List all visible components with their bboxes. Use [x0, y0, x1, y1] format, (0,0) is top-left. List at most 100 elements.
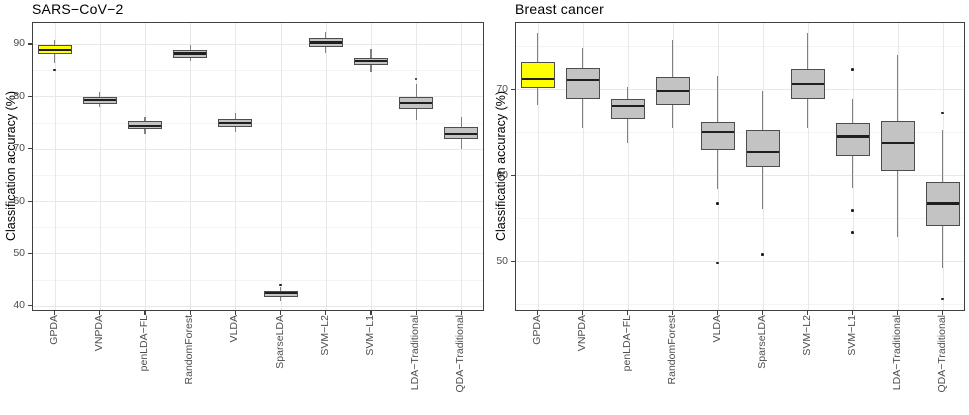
y-tick-mark	[27, 200, 32, 202]
median-line	[264, 292, 297, 295]
y-tick-label: 40	[13, 299, 25, 312]
x-tick-label: RandomForest	[183, 315, 196, 385]
y-tick-mark	[510, 88, 515, 90]
x-tick-mark	[581, 311, 584, 315]
outlier-point	[851, 231, 854, 235]
x-tick-mark	[806, 311, 809, 315]
x-tick-label: VLDA	[710, 315, 723, 343]
boxplot-box	[700, 121, 735, 151]
x-tick-label: SparseLDA	[755, 315, 768, 369]
gridline-minor-y	[33, 70, 483, 72]
gridline-x	[325, 23, 327, 310]
x-tick-mark	[851, 311, 854, 315]
outlier-point	[851, 68, 854, 71]
y-tick-label: 60	[13, 194, 25, 207]
x-tick-mark	[716, 311, 719, 315]
y-tick-label: 60	[496, 168, 508, 181]
y-tick-mark	[27, 95, 32, 98]
boxplot-box	[880, 120, 915, 171]
gridline-x	[371, 23, 372, 310]
gridline-major-y	[516, 89, 964, 91]
outlier-point	[53, 68, 56, 72]
gridline-x	[582, 23, 584, 310]
y-tick-mark	[27, 305, 32, 307]
right-plot-title: Breast cancer	[515, 1, 604, 17]
y-tick-mark	[27, 43, 32, 45]
median-line	[566, 78, 599, 81]
x-tick-mark	[415, 311, 417, 315]
x-tick-mark	[189, 311, 191, 315]
gridline-x	[145, 23, 146, 310]
y-tick-label: 70	[13, 142, 25, 155]
x-tick-mark	[144, 311, 146, 315]
median-line	[355, 60, 387, 63]
median-line	[836, 135, 869, 138]
x-tick-mark	[370, 311, 372, 315]
gridline-major-y	[33, 253, 483, 255]
gridline-major-y	[33, 148, 483, 150]
x-tick-label: VLDA	[228, 315, 241, 343]
median-line	[611, 105, 644, 108]
x-tick-mark	[280, 311, 282, 315]
gridline-major-y	[33, 96, 483, 98]
boxplot-box	[835, 123, 870, 157]
median-line	[881, 142, 914, 145]
gridline-minor-y	[33, 227, 483, 229]
x-tick-label: RandomForest	[665, 315, 678, 385]
x-tick-mark	[761, 311, 764, 315]
right-y-axis-title-wrap: Classification accuracy (%)	[492, 22, 509, 311]
x-tick-mark	[460, 311, 462, 315]
y-tick-label: 50	[496, 254, 508, 267]
boxplot-box	[565, 68, 600, 100]
median-line	[445, 132, 478, 135]
median-line	[219, 122, 252, 125]
left-plot-title: SARS−CoV−2	[32, 1, 124, 17]
median-line	[701, 131, 734, 134]
x-tick-mark	[671, 311, 674, 315]
x-tick-label: VNPDA	[575, 315, 588, 352]
median-line	[656, 89, 689, 92]
median-line	[38, 48, 71, 51]
x-tick-label: SVM−L1	[845, 315, 858, 356]
x-tick-label: SVM−L2	[800, 315, 813, 356]
outlier-point	[279, 283, 282, 287]
x-tick-mark	[99, 311, 101, 315]
outlier-point	[941, 297, 944, 301]
gridline-x	[627, 23, 629, 310]
median-line	[83, 99, 116, 102]
plot-panel	[515, 22, 965, 311]
y-tick-label: 50	[13, 246, 25, 259]
gridline-x	[280, 23, 282, 310]
gridline-minor-y	[516, 132, 964, 134]
y-tick-mark	[510, 260, 515, 262]
median-line	[129, 124, 161, 127]
x-tick-label: SparseLDA	[273, 315, 286, 369]
median-line	[746, 150, 779, 154]
x-tick-label: QDA−Traditional	[935, 315, 948, 393]
x-tick-label: LDA−Traditional	[409, 315, 422, 391]
median-line	[400, 101, 433, 104]
gridline-major-y	[516, 175, 964, 177]
x-tick-mark	[626, 311, 629, 315]
median-line	[521, 77, 554, 80]
x-tick-mark	[536, 311, 539, 315]
x-tick-label: LDA−Traditional	[890, 315, 903, 391]
gridline-minor-y	[516, 46, 964, 48]
outlier-point	[851, 209, 854, 212]
gridline-minor-y	[33, 174, 483, 176]
gridline-x	[235, 23, 237, 310]
x-tick-label: GPDA	[47, 315, 60, 345]
gridline-x	[416, 23, 418, 310]
gridline-minor-y	[33, 279, 483, 281]
right-y-axis-title: Classification accuracy (%)	[493, 91, 508, 242]
x-tick-label: penLDA−FL	[620, 315, 633, 372]
x-tick-label: VNPDA	[92, 315, 105, 352]
gridline-major-y	[33, 43, 483, 45]
gridline-major-y	[33, 201, 483, 203]
gridline-major-y	[516, 261, 964, 263]
gridline-x	[461, 23, 463, 310]
gridline-x	[54, 23, 56, 310]
boxplot-box	[745, 130, 780, 167]
x-tick-label: SVM−L1	[364, 315, 376, 356]
gridline-minor-y	[516, 304, 964, 306]
